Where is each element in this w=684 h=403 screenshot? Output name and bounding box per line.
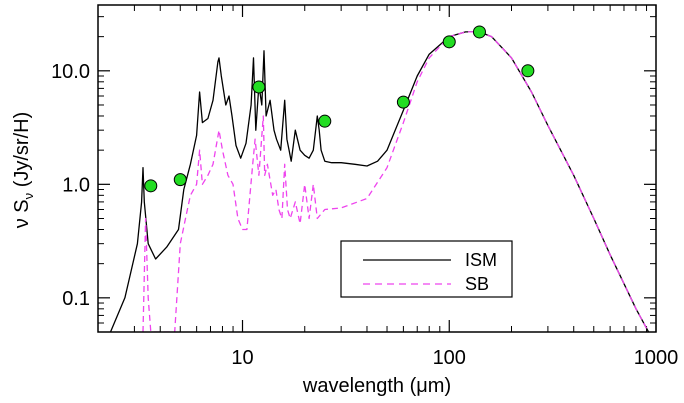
data-point: [173, 173, 187, 187]
data-point: [252, 80, 266, 94]
x-tick-label: 1000: [634, 347, 679, 369]
data-point: [318, 114, 332, 128]
x-axis-label: wavelength (μm): [302, 375, 451, 397]
legend-label-sb: SB: [465, 274, 489, 294]
y-tick-label: 10.0: [51, 61, 90, 83]
data-point: [396, 95, 410, 109]
legend-label-ism: ISM: [465, 250, 497, 270]
data-point: [472, 25, 486, 39]
x-tick-label: 10: [231, 347, 253, 369]
series-line-sb: [142, 31, 650, 332]
y-tick-label: 1.0: [62, 174, 90, 196]
y-axis-label: ν Sν (Jy/sr/H): [11, 112, 36, 229]
series-line-ism: [109, 31, 650, 332]
y-tick-label: 0.1: [62, 288, 90, 310]
observation-points: [144, 25, 535, 193]
data-point: [521, 64, 535, 78]
tick-labels: 10 100 1000 0.1 1.0 10.0: [51, 61, 678, 369]
legend: ISM SB: [340, 240, 513, 298]
x-tick-label: 100: [433, 347, 466, 369]
data-point: [442, 35, 456, 49]
plot-frame: [97, 4, 657, 333]
data-point: [144, 179, 158, 193]
series-group: [109, 31, 650, 332]
legend-box: [340, 240, 513, 298]
